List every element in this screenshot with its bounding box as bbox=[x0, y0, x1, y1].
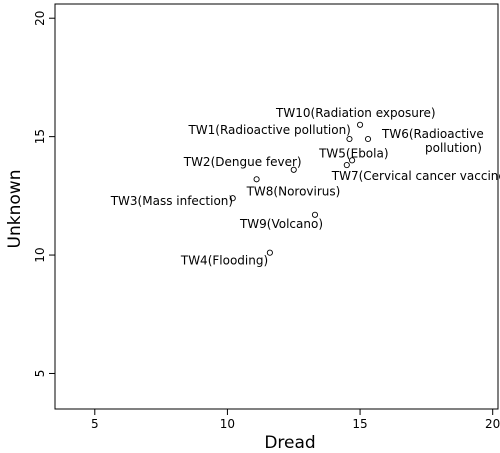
y-tick-label: 5 bbox=[33, 370, 47, 378]
point-label: TW3(Mass infection) bbox=[110, 194, 233, 208]
point-label: TW10(Radiation exposure) bbox=[275, 106, 436, 120]
point-label: TW4(Flooding) bbox=[180, 254, 268, 268]
x-tick-label: 5 bbox=[91, 417, 99, 431]
point-label: TW6(Radioactive pollution) bbox=[381, 127, 484, 155]
scatter-point bbox=[253, 176, 260, 183]
scatter-point bbox=[266, 249, 273, 256]
scatter-point bbox=[346, 135, 353, 143]
scatter-point bbox=[349, 157, 356, 164]
scatter-point bbox=[357, 121, 364, 128]
point-label: TW2(Dengue fever) bbox=[183, 155, 302, 169]
point-label: TW9(Volcano) bbox=[239, 217, 323, 231]
data-points bbox=[229, 121, 372, 256]
scatter-point bbox=[290, 166, 297, 173]
x-tick-label: 10 bbox=[220, 417, 235, 431]
y-tick-label: 20 bbox=[33, 11, 47, 26]
point-label: TW7(Cervical cancer vaccine) bbox=[331, 169, 500, 183]
plot-frame bbox=[54, 3, 499, 410]
y-axis: 5 10 15 20 bbox=[33, 11, 55, 378]
scatter-point bbox=[311, 211, 319, 218]
scatter-point bbox=[364, 135, 372, 143]
scatter-point bbox=[343, 162, 350, 169]
y-tick-label: 15 bbox=[33, 129, 47, 144]
point-label: TW8(Norovirus) bbox=[246, 184, 341, 198]
x-tick-label: 20 bbox=[485, 417, 500, 431]
x-axis: 5 10 15 20 bbox=[91, 409, 500, 431]
scatter-point bbox=[229, 195, 236, 202]
point-label: TW1(Radioactive pollution) bbox=[187, 123, 350, 137]
y-tick-label: 10 bbox=[33, 247, 47, 262]
point-labels: TW10(Radiation exposure) TW1(Radioactive … bbox=[110, 106, 500, 268]
x-tick-label: 15 bbox=[352, 417, 367, 431]
x-axis-title: Dread bbox=[264, 433, 315, 453]
point-label: TW5(Ebola) bbox=[318, 146, 388, 160]
y-axis-title: Unknown bbox=[5, 170, 25, 249]
